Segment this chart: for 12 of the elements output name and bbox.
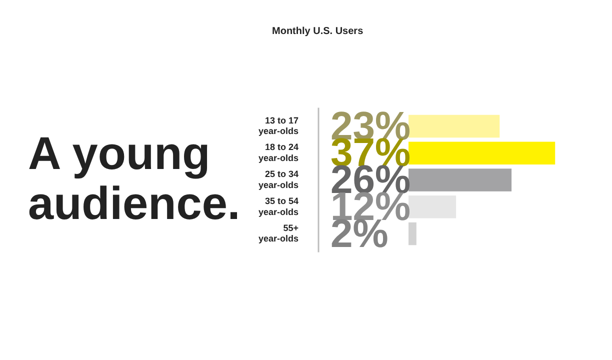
text: A young audience. (28, 127, 242, 229)
bar (408, 168, 512, 192)
bar (408, 114, 500, 138)
y-tick-label: 55+ year-olds (258, 222, 298, 244)
bar (408, 142, 556, 165)
y-tick-label: 25 to 34 year-olds (258, 169, 298, 190)
y-tick-label: 18 to 24 year-olds (258, 142, 298, 164)
bar (408, 195, 456, 218)
text: Monthly U.S. Users (272, 26, 364, 37)
y-tick-label: 35 to 54 year-olds (258, 196, 298, 217)
bar (408, 222, 416, 246)
y-tick-label: 13 to 17 year-olds (258, 115, 298, 136)
